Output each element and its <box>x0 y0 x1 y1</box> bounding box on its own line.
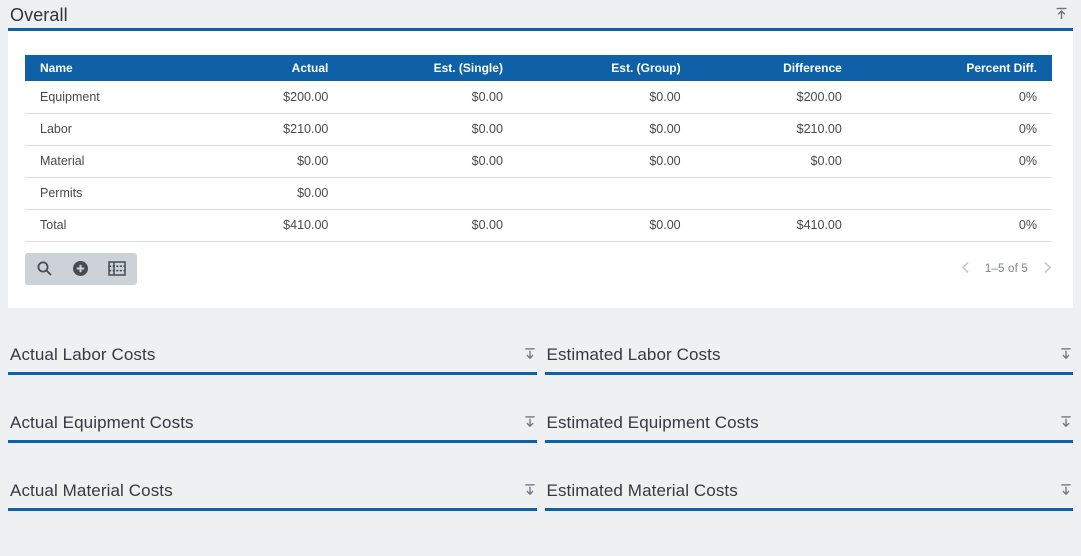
cell-difference <box>695 177 857 210</box>
cell-est-single: $0.00 <box>343 209 518 242</box>
cell-percent-diff <box>856 177 1052 210</box>
expand-section-button[interactable] <box>1059 483 1073 500</box>
page: Overall Name Actual Est. (Sin <box>0 0 1081 511</box>
down-arrow-from-bar-icon <box>523 347 537 364</box>
search-button[interactable] <box>36 260 53 277</box>
column-header-difference[interactable]: Difference <box>695 55 857 81</box>
page-title: Overall <box>10 4 68 25</box>
table-row[interactable]: Total $410.00 $0.00 $0.00 $410.00 0% <box>25 209 1052 242</box>
section-title: Estimated Labor Costs <box>546 345 721 364</box>
previous-page-button[interactable] <box>961 261 970 277</box>
cell-est-group: $0.00 <box>517 209 696 242</box>
cell-percent-diff: 0% <box>856 145 1052 178</box>
add-row-button[interactable] <box>72 260 89 277</box>
expand-section-button[interactable] <box>523 415 537 432</box>
column-settings-button[interactable] <box>108 261 126 276</box>
section-title: Estimated Equipment Costs <box>546 413 759 432</box>
column-header-name[interactable]: Name <box>25 55 190 81</box>
cell-actual: $0.00 <box>189 177 344 210</box>
overall-card: Name Actual Est. (Single) Est. (Group) D… <box>8 31 1073 308</box>
cell-est-single <box>343 177 518 210</box>
table-row[interactable]: Permits $0.00 <box>25 177 1052 210</box>
table-footer: 1–5 of 5 <box>25 252 1052 285</box>
cost-sections-grid: Actual Labor Costs Estimated Labor Costs <box>8 345 1073 511</box>
search-icon <box>36 260 53 277</box>
cell-actual: $410.00 <box>189 209 344 242</box>
section-title: Actual Labor Costs <box>10 345 156 364</box>
cell-name: Labor <box>25 113 190 146</box>
cell-est-single: $0.00 <box>343 81 518 114</box>
table-row[interactable]: Labor $210.00 $0.00 $0.00 $210.00 0% <box>25 113 1052 146</box>
cell-difference: $210.00 <box>695 113 857 146</box>
column-header-est-group[interactable]: Est. (Group) <box>517 55 696 81</box>
expand-section-button[interactable] <box>1059 347 1073 364</box>
down-arrow-from-bar-icon <box>1059 415 1073 432</box>
expand-section-button[interactable] <box>523 483 537 500</box>
cell-actual: $200.00 <box>189 81 344 114</box>
cell-actual: $0.00 <box>189 145 344 178</box>
cell-difference: $410.00 <box>695 209 857 242</box>
table-grid-icon <box>108 261 126 276</box>
column-header-percent-diff[interactable]: Percent Diff. <box>856 55 1052 81</box>
cell-percent-diff: 0% <box>856 81 1052 114</box>
cell-name: Total <box>25 209 190 242</box>
collapse-panel-button[interactable] <box>1054 6 1069 24</box>
cell-name: Equipment <box>25 81 190 114</box>
down-arrow-from-bar-icon <box>523 415 537 432</box>
cell-difference: $0.00 <box>695 145 857 178</box>
cell-est-group: $0.00 <box>517 145 696 178</box>
collapsed-section-header[interactable]: Estimated Material Costs <box>544 481 1073 511</box>
table-row[interactable]: Material $0.00 $0.00 $0.00 $0.00 0% <box>25 145 1052 178</box>
next-page-button[interactable] <box>1043 261 1052 277</box>
cell-est-group: $0.00 <box>517 81 696 114</box>
cell-est-single: $0.00 <box>343 113 518 146</box>
section-title: Actual Equipment Costs <box>10 413 194 432</box>
cell-percent-diff: 0% <box>856 113 1052 146</box>
expand-section-button[interactable] <box>1059 415 1073 432</box>
table-toolbar <box>25 252 137 285</box>
collapsed-section-header[interactable]: Estimated Equipment Costs <box>544 413 1073 443</box>
cell-difference: $200.00 <box>695 81 857 114</box>
table-header-row: Name Actual Est. (Single) Est. (Group) D… <box>25 55 1052 81</box>
cost-summary-table: Name Actual Est. (Single) Est. (Group) D… <box>25 55 1052 242</box>
plus-circle-icon <box>72 260 89 277</box>
section-title: Estimated Material Costs <box>546 481 738 500</box>
cell-name: Material <box>25 145 190 178</box>
pagination-range-label: 1–5 of 5 <box>984 262 1028 275</box>
collapsed-section-header[interactable]: Actual Labor Costs <box>8 345 537 375</box>
table-row[interactable]: Equipment $200.00 $0.00 $0.00 $200.00 0% <box>25 81 1052 114</box>
chevron-right-icon <box>1043 261 1052 277</box>
up-arrow-to-bar-icon <box>1054 6 1069 24</box>
overall-header: Overall <box>0 0 1081 28</box>
cell-actual: $210.00 <box>189 113 344 146</box>
down-arrow-from-bar-icon <box>1059 483 1073 500</box>
cell-est-group <box>517 177 696 210</box>
overall-underline <box>8 28 1073 31</box>
pagination: 1–5 of 5 <box>961 261 1052 277</box>
cell-est-group: $0.00 <box>517 113 696 146</box>
cell-name: Permits <box>25 177 190 210</box>
section-title: Actual Material Costs <box>10 481 173 500</box>
down-arrow-from-bar-icon <box>1059 347 1073 364</box>
collapsed-section-header[interactable]: Actual Equipment Costs <box>8 413 537 443</box>
collapsed-section-header[interactable]: Estimated Labor Costs <box>544 345 1073 375</box>
down-arrow-from-bar-icon <box>523 483 537 500</box>
chevron-left-icon <box>961 261 970 277</box>
column-header-actual[interactable]: Actual <box>189 55 344 81</box>
expand-section-button[interactable] <box>523 347 537 364</box>
column-header-est-single[interactable]: Est. (Single) <box>343 55 518 81</box>
cell-est-single: $0.00 <box>343 145 518 178</box>
cell-percent-diff: 0% <box>856 209 1052 242</box>
collapsed-section-header[interactable]: Actual Material Costs <box>8 481 537 511</box>
